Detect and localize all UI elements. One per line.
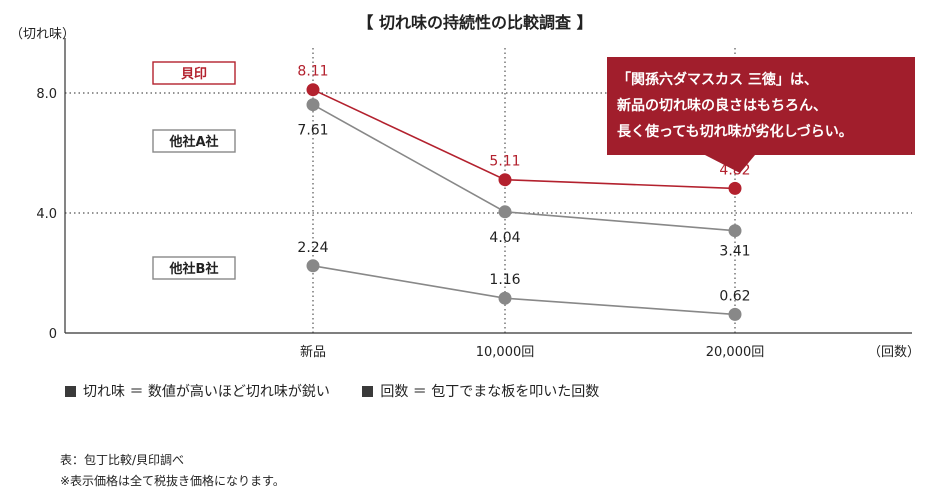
x-tick-label: 新品: [300, 344, 326, 360]
series-legend-box: [152, 256, 236, 280]
data-label: 1.16: [489, 272, 520, 288]
series-legend-box: [152, 129, 236, 153]
y-tick-label: 8.0: [36, 87, 57, 102]
square-bullet-icon: [65, 385, 76, 397]
series-legend-label: 貝印: [181, 67, 207, 82]
data-label: 3.41: [719, 244, 750, 260]
y-axis-label: （切れ味）: [10, 27, 75, 42]
chart-footnote-legend: 切れ味 ＝ 数値が高いほど切れ味が鋭い 回数 ＝ 包丁でまな板を叩いた回数: [65, 381, 627, 401]
data-label: 0.62: [719, 288, 750, 304]
data-point: [728, 181, 742, 195]
data-point: [498, 291, 512, 305]
data-label: 2.24: [297, 240, 328, 256]
data-point: [498, 205, 512, 219]
callout-box: [607, 57, 915, 155]
source-note: 表：包丁比較/貝印調べ: [60, 453, 185, 467]
data-label: 7.61: [297, 123, 328, 139]
data-point: [728, 224, 742, 238]
series-legend-label: 他社B社: [169, 261, 219, 277]
callout-text-line: 新品の切れ味の良さはもちろん、: [617, 97, 827, 114]
data-label: 8.11: [297, 64, 328, 80]
data-label: 5.11: [489, 154, 520, 170]
legend-item-kaisu: 回数 ＝ 包丁でまな板を叩いた回数: [362, 381, 599, 401]
legend-item-kireaji: 切れ味 ＝ 数値が高いほど切れ味が鋭い: [65, 381, 330, 401]
x-axis-label: （回数）: [868, 345, 920, 360]
series-legend-box: [152, 61, 236, 85]
x-tick-label: 20,000回: [706, 345, 765, 360]
series-legend-label: 他社A社: [168, 134, 218, 150]
square-bullet-icon: [362, 385, 374, 397]
callout-text-line: 長く使っても切れ味が劣化しづらい。: [617, 123, 853, 140]
y-tick-label: 0: [49, 327, 57, 342]
legend-text-kireaji: 切れ味 ＝ 数値が高いほど切れ味が鋭い: [83, 384, 330, 400]
chart-title: 【 切れ味の持続性の比較調査 】: [357, 13, 592, 32]
callout-pointer: [705, 155, 755, 173]
series-line: [312, 265, 736, 316]
data-point: [498, 173, 512, 187]
data-point: [728, 307, 742, 321]
data-point: [306, 259, 320, 273]
legend-text-kaisu: 回数 ＝ 包丁でまな板を叩いた回数: [380, 384, 600, 400]
tax-note: ※表示価格は全て税抜き価格になります。: [60, 474, 285, 488]
callout-text-line: 「関孫六ダマスカス 三徳」は、: [617, 71, 818, 88]
y-tick-label: 4.0: [36, 207, 57, 222]
x-tick-label: 10,000回: [476, 345, 535, 360]
line-chart: 【 切れ味の持続性の比較調査 】 （切れ味） （回数） 0 4.0 8.0 新品 10,…: [10, 13, 920, 360]
data-label: 4.04: [489, 230, 520, 246]
data-point: [306, 98, 320, 112]
data-point: [306, 83, 320, 97]
